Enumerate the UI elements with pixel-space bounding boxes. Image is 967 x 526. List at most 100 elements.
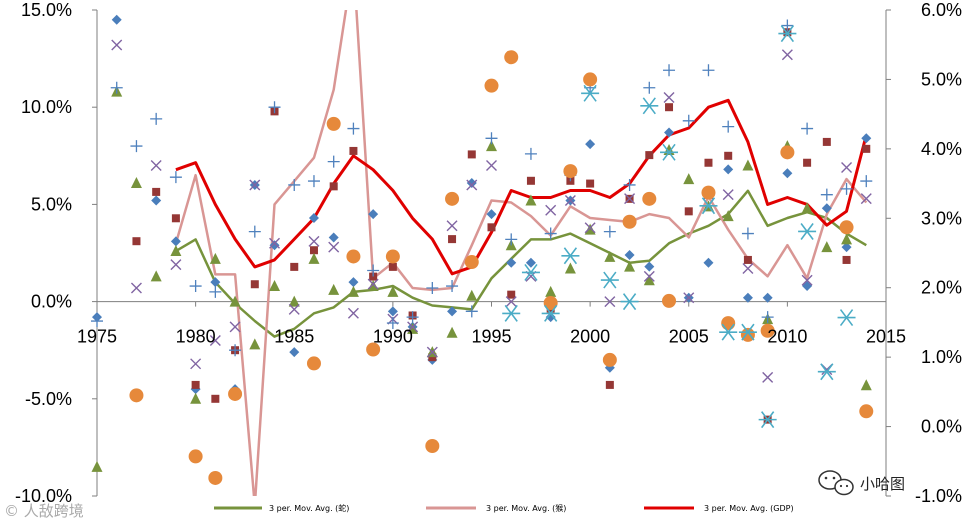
axes xyxy=(92,9,891,497)
plus-marker xyxy=(367,264,380,277)
asterisk-marker xyxy=(640,97,659,115)
x-marker xyxy=(249,179,261,191)
square-marker xyxy=(388,262,397,271)
square-marker xyxy=(586,179,595,188)
legend-label-monkey: 3 per. Mov. Avg. (猴) xyxy=(486,504,566,513)
asterisk-marker xyxy=(620,293,639,311)
diamond-marker xyxy=(742,292,753,303)
triangle-marker xyxy=(466,289,478,301)
circle-marker xyxy=(346,249,361,264)
plus-marker xyxy=(524,147,537,160)
y2-tick-label: 5.0% xyxy=(921,69,962,89)
x-marker xyxy=(170,259,182,271)
plus-marker xyxy=(722,120,735,133)
square-marker xyxy=(349,146,358,155)
x-marker xyxy=(269,237,281,249)
square-marker xyxy=(132,237,141,246)
asterisk-marker xyxy=(738,323,757,341)
y-tick-label: 15.0% xyxy=(21,0,72,20)
asterisk-marker xyxy=(521,263,540,281)
x-marker xyxy=(624,193,636,205)
circle-marker xyxy=(859,404,874,419)
y2-tick-label: 3.0% xyxy=(921,208,962,228)
x-marker xyxy=(722,189,734,201)
plus-marker xyxy=(761,311,774,324)
plus-marker xyxy=(229,344,242,357)
square-marker xyxy=(842,255,851,264)
diamond-marker xyxy=(802,281,813,292)
plus-marker xyxy=(110,81,123,94)
diamond-marker xyxy=(269,240,280,251)
diamond-marker xyxy=(486,209,497,220)
plus-marker xyxy=(406,311,419,324)
triangle-marker xyxy=(269,280,281,292)
square-marker xyxy=(783,28,792,37)
x-marker xyxy=(860,193,872,205)
scatter-markers xyxy=(91,14,874,485)
triangle-marker xyxy=(150,270,162,282)
x-marker xyxy=(130,282,142,294)
y-tick-label: 0.0% xyxy=(31,292,72,312)
plus-marker xyxy=(288,178,301,191)
x-marker xyxy=(545,204,557,216)
diamond-marker xyxy=(841,242,852,253)
diamond-marker xyxy=(368,209,379,220)
circle-marker xyxy=(839,220,854,235)
diamond-marker xyxy=(289,347,300,358)
diamond-marker xyxy=(644,261,655,272)
circle-marker xyxy=(721,316,736,331)
watermark-left-text: © 人敌跨境 xyxy=(4,502,84,520)
circle-marker xyxy=(464,255,479,270)
plus-marker xyxy=(386,316,399,329)
square-marker xyxy=(329,182,338,191)
asterisk-marker xyxy=(817,363,836,381)
triangle-marker xyxy=(347,285,359,297)
diamond-marker xyxy=(506,257,517,268)
x-marker xyxy=(308,235,320,247)
circle-marker xyxy=(484,78,499,93)
x-marker xyxy=(584,222,596,234)
triangle-marker xyxy=(525,194,537,206)
x-tick-label: 2000 xyxy=(570,327,610,347)
circle-marker xyxy=(228,386,243,401)
plus-marker xyxy=(209,285,222,298)
x-marker xyxy=(407,321,419,333)
diamond-marker xyxy=(387,306,398,317)
y-tick-label: -5.0% xyxy=(25,389,72,409)
plus-marker xyxy=(446,280,459,293)
circle-marker xyxy=(780,145,795,160)
plus-marker xyxy=(465,305,478,318)
square-marker xyxy=(507,290,516,299)
circle-marker xyxy=(385,249,400,264)
moving-average-lines xyxy=(174,10,868,496)
circle-marker xyxy=(425,439,440,454)
triangle-marker xyxy=(229,295,241,307)
plus-marker xyxy=(189,280,202,293)
y-tick-label: 5.0% xyxy=(31,194,72,214)
plus-marker xyxy=(781,19,794,32)
triangle-marker xyxy=(288,295,300,307)
plus-marker xyxy=(347,122,360,135)
plus-marker xyxy=(485,132,498,145)
x-tick-label: 1995 xyxy=(471,327,511,347)
circle-marker xyxy=(701,185,716,200)
diamond-marker xyxy=(703,257,714,268)
diamond-marker xyxy=(762,292,773,303)
plus-marker xyxy=(741,227,754,240)
circle-marker xyxy=(760,323,775,338)
y-tick-label: -10.0% xyxy=(15,486,72,506)
square-marker xyxy=(250,280,259,289)
legend: 3 per. Mov. Avg. (蛇) 3 per. Mov. Avg. (猴… xyxy=(214,503,794,513)
x-tick-label: 1975 xyxy=(77,327,117,347)
circle-marker xyxy=(642,191,657,206)
plus-marker xyxy=(327,155,340,168)
circle-marker xyxy=(602,352,617,367)
square-marker xyxy=(803,158,812,167)
diamond-marker xyxy=(151,195,162,206)
square-marker xyxy=(369,272,378,281)
square-marker xyxy=(704,158,713,167)
triangle-marker xyxy=(130,177,142,189)
plus-marker xyxy=(268,101,281,114)
x-marker xyxy=(762,371,774,383)
